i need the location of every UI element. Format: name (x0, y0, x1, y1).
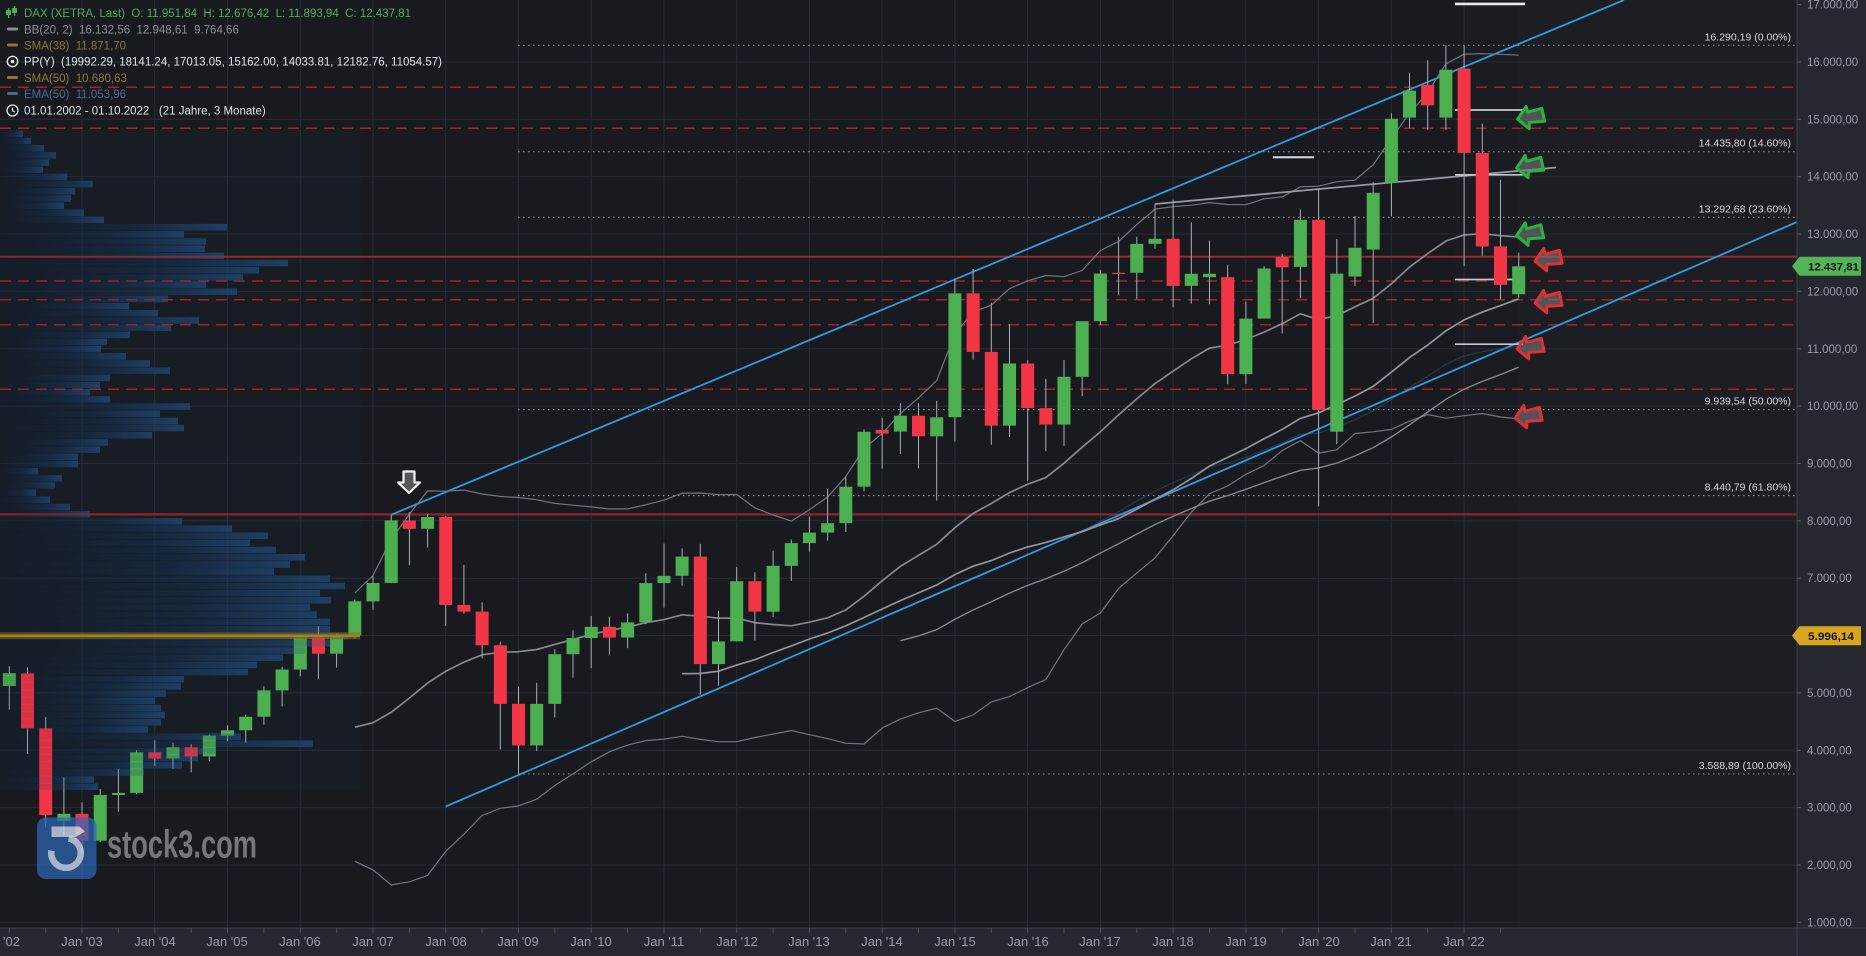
svg-text:Jan '04: Jan '04 (134, 934, 176, 949)
svg-text:12.000,00: 12.000,00 (1807, 286, 1858, 298)
svg-text:8.000,00: 8.000,00 (1807, 516, 1852, 528)
svg-text:EMA(50) 11.053,96: EMA(50) 11.053,96 (24, 89, 126, 101)
svg-text:Jan '11: Jan '11 (644, 934, 685, 949)
svg-text:Jan '05: Jan '05 (206, 934, 248, 949)
svg-text:Jan '12: Jan '12 (716, 934, 758, 949)
svg-text:'02: '02 (3, 934, 20, 949)
svg-text:13.292,68 (23.60%): 13.292,68 (23.60%) (1699, 203, 1791, 215)
svg-text:Jan '08: Jan '08 (425, 934, 467, 949)
svg-text:10.000,00: 10.000,00 (1807, 401, 1858, 413)
svg-text:17.000,00: 17.000,00 (1807, 0, 1858, 12)
svg-text:5.996,14: 5.996,14 (1808, 631, 1855, 643)
svg-text:9.000,00: 9.000,00 (1807, 459, 1852, 471)
svg-text:Jan '06: Jan '06 (279, 934, 321, 949)
svg-text:Jan '22: Jan '22 (1443, 934, 1485, 949)
svg-text:13.000,00: 13.000,00 (1807, 229, 1858, 241)
svg-text:3.000,00: 3.000,00 (1807, 803, 1852, 815)
svg-text:Jan '18: Jan '18 (1152, 934, 1194, 949)
svg-text:Jan '13: Jan '13 (788, 934, 830, 949)
svg-text:5.000,00: 5.000,00 (1807, 688, 1852, 700)
svg-text:12.437,81: 12.437,81 (1808, 262, 1859, 274)
svg-text:Jan '15: Jan '15 (934, 934, 976, 949)
svg-text:15.000,00: 15.000,00 (1807, 114, 1858, 126)
svg-text:11.000,00: 11.000,00 (1807, 344, 1857, 356)
svg-text:14.000,00: 14.000,00 (1807, 172, 1858, 184)
svg-text:Jan '07: Jan '07 (352, 934, 394, 949)
svg-text:DAX (XETRA, Last) O: 11.951,8: DAX (XETRA, Last) O: 11.951,84 H: 12.676… (24, 8, 411, 20)
svg-text:Jan '10: Jan '10 (570, 934, 612, 949)
svg-text:stock3.com: stock3.com (107, 824, 257, 867)
svg-text:3.588,89 (100.00%): 3.588,89 (100.00%) (1699, 760, 1791, 772)
svg-text:Jan '19: Jan '19 (1225, 934, 1267, 949)
svg-text:Jan '16: Jan '16 (1007, 934, 1049, 949)
svg-text:PP(Y) (19992.29, 18141.24, 17: PP(Y) (19992.29, 18141.24, 17013.05, 151… (24, 57, 442, 69)
svg-text:Jan '09: Jan '09 (497, 934, 539, 949)
svg-text:7.000,00: 7.000,00 (1807, 573, 1852, 585)
svg-text:9.939,54 (50.00%): 9.939,54 (50.00%) (1705, 396, 1791, 408)
svg-text:8.440,79 (61.80%): 8.440,79 (61.80%) (1705, 482, 1791, 494)
svg-text:SMA(50) 10.680,63: SMA(50) 10.680,63 (24, 73, 127, 85)
svg-text:14.435,80 (14.60%): 14.435,80 (14.60%) (1699, 138, 1791, 150)
svg-text:SMA(38) 11.871,70: SMA(38) 11.871,70 (24, 41, 126, 53)
svg-text:01.01.2002 - 01.10.2022 (21: 01.01.2002 - 01.10.2022 (21 Jahre, 3 Mon… (24, 106, 266, 118)
svg-text:Jan '03: Jan '03 (61, 934, 103, 949)
svg-text:BB(20, 2) 16.132,56 12.948,6: BB(20, 2) 16.132,56 12.948,61 9.764,66 (24, 25, 239, 37)
svg-text:2.000,00: 2.000,00 (1807, 860, 1852, 872)
svg-text:Jan '21: Jan '21 (1370, 934, 1412, 949)
svg-text:4.000,00: 4.000,00 (1807, 745, 1852, 757)
svg-text:16.290,19 (0.00%): 16.290,19 (0.00%) (1705, 31, 1791, 43)
svg-text:Jan '20: Jan '20 (1298, 934, 1340, 949)
svg-text:16.000,00: 16.000,00 (1807, 57, 1858, 69)
svg-text:1.000,00: 1.000,00 (1807, 917, 1852, 929)
svg-text:Jan '17: Jan '17 (1079, 934, 1121, 949)
svg-text:Jan '14: Jan '14 (861, 934, 903, 949)
